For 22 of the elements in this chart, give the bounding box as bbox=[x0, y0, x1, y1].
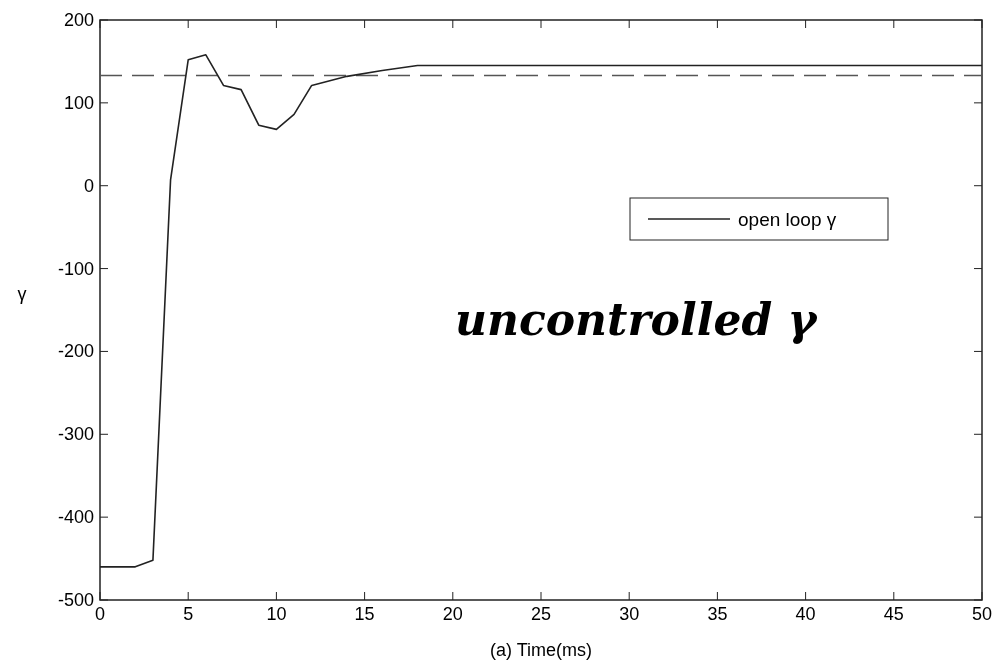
x-tick-label: 30 bbox=[619, 604, 640, 624]
annotation: uncontrolled γ bbox=[455, 294, 819, 345]
legend-label: open loop γ bbox=[738, 209, 837, 230]
x-tick-label: 15 bbox=[354, 604, 375, 624]
x-tick-label: 5 bbox=[183, 604, 194, 624]
y-tick-label: -500 bbox=[57, 590, 94, 610]
x-tick-label: 40 bbox=[795, 604, 816, 624]
y-tick-label: 100 bbox=[63, 92, 94, 113]
y-tick-label: -400 bbox=[57, 507, 94, 528]
x-axis-title: (a) Time(ms) bbox=[490, 640, 592, 660]
x-tick-label: 10 bbox=[266, 604, 287, 624]
y-tick-label: -200 bbox=[57, 341, 94, 362]
y-tick-label: 0 bbox=[83, 175, 94, 196]
x-tick-label: 35 bbox=[707, 604, 728, 624]
x-tick-label: 50 bbox=[971, 604, 993, 624]
x-tick-label: 25 bbox=[530, 604, 552, 624]
x-tick-label: 45 bbox=[883, 604, 904, 624]
y-axis-title: γ bbox=[17, 284, 27, 304]
x-tick-label: 20 bbox=[442, 604, 463, 624]
y-tick-label: -100 bbox=[57, 258, 94, 279]
y-tick-label: -300 bbox=[57, 424, 94, 445]
y-tick-label: 200 bbox=[63, 10, 94, 30]
